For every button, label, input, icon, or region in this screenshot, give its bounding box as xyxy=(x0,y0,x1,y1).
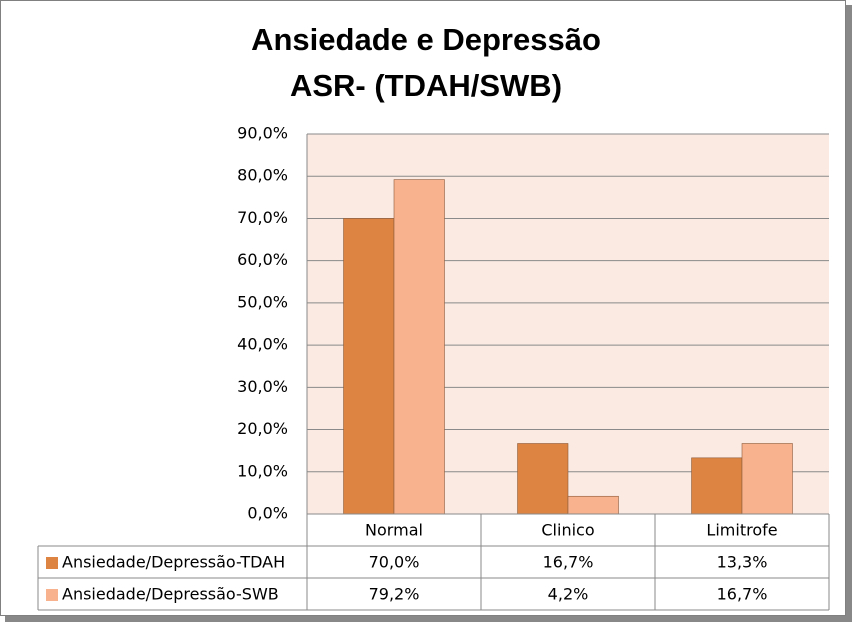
legend-key xyxy=(46,589,58,601)
data-label: 16,7% xyxy=(543,553,594,572)
data-label: 70,0% xyxy=(369,553,420,572)
shadow xyxy=(5,616,852,622)
chart-title: Ansiedade e Depressão xyxy=(251,22,601,57)
bar xyxy=(691,457,743,515)
legend-label: Ansiedade/Depressão-SWB xyxy=(62,585,279,604)
data-label: 16,7% xyxy=(717,585,768,604)
y-tick-label: 30,0% xyxy=(237,377,288,396)
bar xyxy=(393,179,445,515)
x-tick-label: Limitrofe xyxy=(706,521,777,540)
y-tick-label: 60,0% xyxy=(237,250,288,269)
y-tick-label: 90,0% xyxy=(237,124,288,143)
bar xyxy=(343,218,395,515)
legend-key xyxy=(46,557,58,569)
x-tick-label: Clinico xyxy=(541,521,594,540)
shadow xyxy=(846,5,852,622)
chart-title: ASR- (TDAH/SWB) xyxy=(290,68,562,103)
bar xyxy=(517,443,569,515)
y-tick-label: 20,0% xyxy=(237,419,288,438)
x-tick-label: Normal xyxy=(365,521,423,540)
data-label: 13,3% xyxy=(717,553,768,572)
data-label: 4,2% xyxy=(548,585,589,604)
y-tick-label: 80,0% xyxy=(237,166,288,185)
bar xyxy=(567,495,619,515)
y-tick-label: 10,0% xyxy=(237,461,288,480)
y-tick-label: 70,0% xyxy=(237,208,288,227)
legend-label: Ansiedade/Depressão-TDAH xyxy=(62,553,285,572)
bar xyxy=(741,443,793,515)
data-label: 79,2% xyxy=(369,585,420,604)
y-tick-label: 40,0% xyxy=(237,335,288,354)
y-tick-label: 0,0% xyxy=(247,504,288,523)
y-tick-label: 50,0% xyxy=(237,292,288,311)
